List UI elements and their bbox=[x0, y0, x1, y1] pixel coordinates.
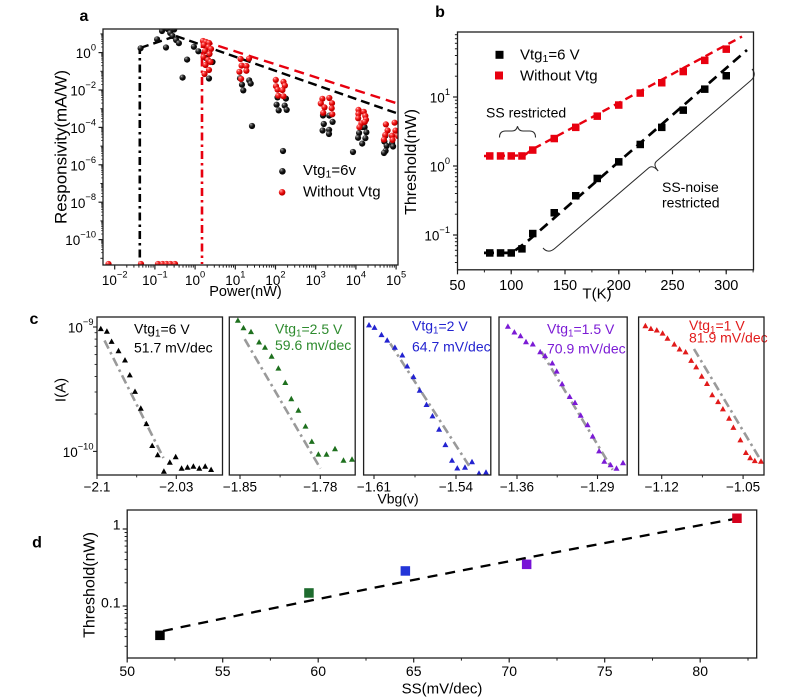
svg-text:SS-noise: SS-noise bbox=[662, 179, 719, 195]
svg-text:Vtg1=2 V: Vtg1=2 V bbox=[412, 318, 468, 336]
svg-text:Responsivity(mA/W): Responsivity(mA/W) bbox=[51, 70, 70, 224]
svg-text:c: c bbox=[30, 311, 39, 328]
svg-text:64.7 mV/dec: 64.7 mV/dec bbox=[412, 339, 491, 355]
svg-text:60: 60 bbox=[310, 663, 326, 679]
svg-text:59.6 mv/dec: 59.6 mv/dec bbox=[275, 337, 351, 353]
svg-text:70: 70 bbox=[501, 663, 517, 679]
svg-text:51.7 mV/dec: 51.7 mV/dec bbox=[134, 340, 213, 356]
svg-text:Vtg1=1.5 V: Vtg1=1.5 V bbox=[547, 321, 615, 339]
svg-text:Vtg1=6 V: Vtg1=6 V bbox=[520, 46, 580, 64]
svg-text:Without Vtg: Without Vtg bbox=[520, 67, 598, 84]
svg-text:a: a bbox=[80, 8, 89, 25]
svg-text:55: 55 bbox=[215, 663, 231, 679]
svg-text:−2.03: −2.03 bbox=[159, 480, 193, 495]
svg-text:Vtg1=1 V: Vtg1=1 V bbox=[689, 317, 745, 335]
svg-text:250: 250 bbox=[660, 278, 684, 294]
svg-text:Vtg1=6v: Vtg1=6v bbox=[303, 162, 356, 180]
svg-text:−1.85: −1.85 bbox=[223, 480, 257, 495]
svg-text:restricted: restricted bbox=[662, 195, 720, 211]
svg-text:−2.1: −2.1 bbox=[84, 480, 111, 495]
svg-text:−1.54: −1.54 bbox=[439, 480, 474, 495]
svg-text:I(A): I(A) bbox=[52, 378, 69, 402]
svg-text:50: 50 bbox=[119, 663, 135, 679]
svg-text:Vtg1=2.5 V: Vtg1=2.5 V bbox=[275, 321, 343, 339]
svg-text:65: 65 bbox=[406, 663, 422, 679]
svg-text:80: 80 bbox=[692, 663, 708, 679]
svg-text:Threshold(nW): Threshold(nW) bbox=[403, 109, 420, 215]
svg-text:1: 1 bbox=[113, 517, 121, 533]
svg-text:d: d bbox=[32, 535, 42, 552]
svg-text:−1.61: −1.61 bbox=[357, 480, 391, 495]
svg-text:81.9 mV/dec: 81.9 mV/dec bbox=[689, 330, 768, 346]
svg-text:200: 200 bbox=[607, 278, 631, 294]
svg-text:100: 100 bbox=[499, 278, 523, 294]
svg-text:SS restricted: SS restricted bbox=[486, 105, 566, 121]
svg-text:Vtg1=6 V: Vtg1=6 V bbox=[134, 321, 190, 339]
svg-text:SS(mV/dec): SS(mV/dec) bbox=[402, 680, 483, 697]
svg-text:Without Vtg: Without Vtg bbox=[303, 183, 381, 200]
svg-text:0.1: 0.1 bbox=[101, 595, 121, 611]
svg-text:−1.29: −1.29 bbox=[580, 480, 614, 495]
svg-text:75: 75 bbox=[597, 663, 613, 679]
svg-text:70.9 mV/dec: 70.9 mV/dec bbox=[547, 341, 626, 357]
svg-text:−1.78: −1.78 bbox=[303, 480, 337, 495]
svg-text:Vbg(v): Vbg(v) bbox=[377, 491, 418, 507]
svg-text:50: 50 bbox=[449, 278, 465, 294]
svg-text:−1.12: −1.12 bbox=[645, 480, 679, 495]
svg-text:−1.05: −1.05 bbox=[726, 480, 760, 495]
svg-text:Threshold(nW): Threshold(nW) bbox=[82, 532, 99, 638]
svg-text:T(K): T(K) bbox=[582, 285, 611, 302]
svg-text:300: 300 bbox=[714, 278, 738, 294]
svg-text:Power(nW): Power(nW) bbox=[209, 284, 282, 300]
svg-text:b: b bbox=[435, 4, 445, 21]
svg-text:−1.36: −1.36 bbox=[500, 480, 534, 495]
svg-text:150: 150 bbox=[553, 278, 577, 294]
